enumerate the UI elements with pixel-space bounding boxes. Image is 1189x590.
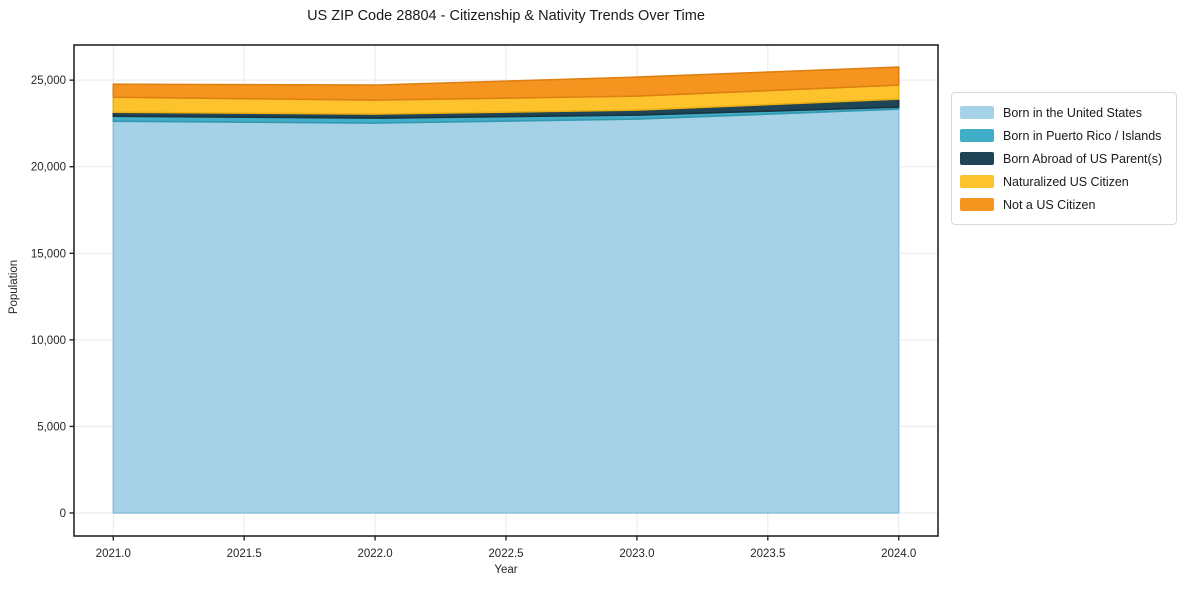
x-tick-label: 2021.5	[227, 548, 262, 560]
y-tick-label: 0	[60, 508, 66, 520]
legend-swatch-not-citizen-icon	[960, 198, 994, 211]
legend-item: Born in Puerto Rico / Islands	[960, 124, 1162, 147]
area-series-0	[112, 108, 900, 514]
area-series-4	[112, 66, 900, 101]
legend-box: Born in the United States Born in Puerto…	[951, 92, 1178, 225]
chart-title: US ZIP Code 28804 - Citizenship & Nativi…	[307, 8, 705, 24]
legend-item: Not a US Citizen	[960, 193, 1162, 216]
legend-label: Not a US Citizen	[1003, 197, 1096, 212]
legend-item: Naturalized US Citizen	[960, 170, 1162, 193]
legend-swatch-naturalized-icon	[960, 175, 994, 188]
legend-item: Born Abroad of US Parent(s)	[960, 147, 1162, 170]
y-tick-label: 25,000	[31, 75, 66, 87]
y-axis-label: Population	[8, 259, 20, 315]
x-tick-label: 2023.5	[750, 548, 785, 560]
axis-ticks: 2021.0 2021.5 2022.0 2022.5 2023.0 2023.5 2024…	[31, 75, 917, 560]
x-tick-label: 2022.5	[488, 548, 523, 560]
x-tick-label: 2021.0	[96, 548, 131, 560]
stacked-areas	[112, 66, 900, 514]
legend-item: Born in the United States	[960, 101, 1162, 124]
x-tick-label: 2024.0	[881, 548, 916, 560]
y-tick-label: 20,000	[31, 162, 66, 174]
x-tick-label: 2023.0	[619, 548, 654, 560]
y-tick-label: 15,000	[31, 248, 66, 260]
legend-label: Born Abroad of US Parent(s)	[1003, 151, 1163, 166]
y-tick-label: 5,000	[37, 421, 66, 433]
x-axis-label: Year	[494, 564, 518, 576]
legend-label: Born in Puerto Rico / Islands	[1003, 128, 1162, 143]
legend-label: Naturalized US Citizen	[1003, 174, 1129, 189]
x-tick-label: 2022.0	[357, 548, 392, 560]
y-tick-label: 10,000	[31, 335, 66, 347]
legend-swatch-puerto-rico-icon	[960, 129, 994, 142]
legend-swatch-born-us-icon	[960, 106, 994, 119]
legend-swatch-born-abroad-icon	[960, 152, 994, 165]
legend-label: Born in the United States	[1003, 105, 1142, 120]
